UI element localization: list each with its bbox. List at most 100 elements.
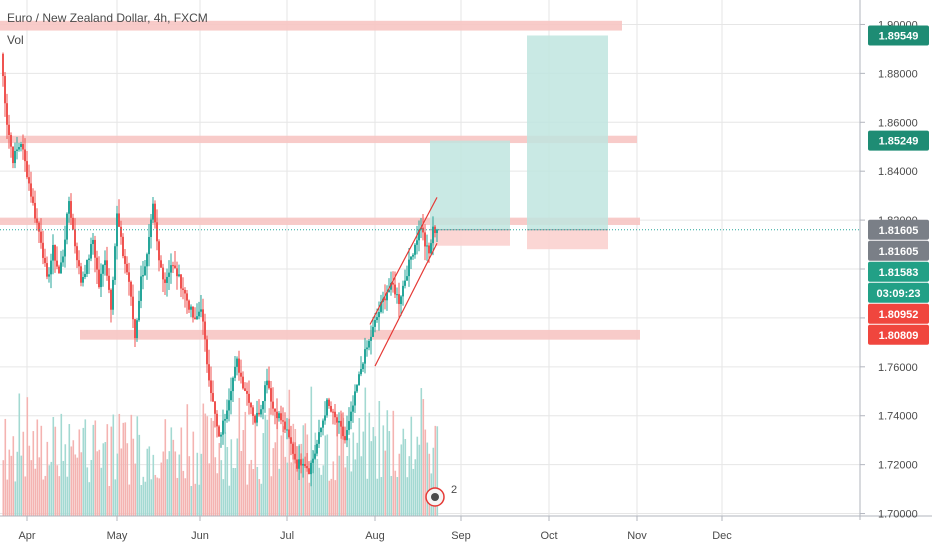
candle-body bbox=[364, 349, 366, 364]
volume-bar bbox=[84, 419, 87, 516]
price-axis[interactable]: 1.700001.720001.740001.760001.780001.800… bbox=[860, 19, 918, 521]
candle-body bbox=[378, 311, 380, 318]
volume-bar bbox=[206, 416, 209, 516]
candle-body bbox=[4, 76, 6, 104]
profit-target-box[interactable] bbox=[430, 140, 510, 230]
candle-body bbox=[44, 257, 46, 264]
candle-body bbox=[374, 320, 376, 327]
candle-body bbox=[264, 385, 266, 402]
candle-body bbox=[220, 434, 222, 437]
volume-bar bbox=[330, 478, 333, 516]
candle-body bbox=[160, 260, 162, 268]
candle-body bbox=[398, 294, 400, 305]
price-badge bbox=[868, 303, 929, 324]
volume-bar bbox=[382, 425, 385, 516]
volume-bar bbox=[10, 455, 13, 516]
volume-bar bbox=[28, 445, 31, 516]
volume-bar bbox=[78, 429, 81, 516]
candle-body bbox=[276, 411, 278, 419]
candle-body bbox=[216, 413, 218, 427]
candle-body bbox=[360, 369, 362, 375]
drawing-indicator[interactable]: 2 bbox=[425, 484, 457, 507]
volume-bar bbox=[372, 427, 375, 516]
candle-body bbox=[38, 222, 40, 232]
candle-body bbox=[318, 432, 320, 444]
candle-body bbox=[414, 244, 416, 255]
sr-zone[interactable] bbox=[80, 329, 640, 340]
volume-bar bbox=[122, 422, 125, 516]
volume-bar bbox=[272, 448, 275, 516]
volume-bar bbox=[296, 460, 299, 516]
candle-body bbox=[174, 265, 176, 269]
volume-bar bbox=[378, 401, 381, 516]
price-badge-label: 1.81605 bbox=[879, 246, 919, 258]
sr-zone[interactable] bbox=[0, 217, 640, 225]
candle-body bbox=[240, 372, 242, 377]
volume-bar bbox=[290, 462, 293, 516]
candle-body bbox=[16, 149, 18, 151]
position-tools[interactable] bbox=[430, 35, 608, 250]
price-badge-label: 1.85249 bbox=[879, 136, 919, 148]
candle-body bbox=[272, 401, 274, 409]
volume-bar bbox=[244, 411, 247, 516]
stop-loss-box[interactable] bbox=[430, 229, 510, 246]
volume-bar bbox=[188, 456, 191, 516]
candle-body bbox=[198, 311, 200, 317]
volume-bar bbox=[364, 387, 367, 516]
candlestick-series bbox=[2, 52, 438, 487]
candle-body bbox=[224, 418, 226, 421]
volume-bar bbox=[434, 425, 437, 516]
candle-body bbox=[328, 399, 330, 406]
volume-bar bbox=[388, 431, 391, 516]
volume-bar bbox=[184, 478, 187, 516]
support-resistance-zones[interactable] bbox=[0, 20, 640, 340]
volume-bar bbox=[104, 442, 107, 516]
candle-body bbox=[384, 298, 386, 301]
volume-bar bbox=[418, 444, 421, 516]
candle-body bbox=[342, 426, 344, 437]
volume-bar bbox=[34, 468, 37, 516]
volume-label[interactable]: Vol bbox=[7, 33, 24, 47]
volume-bar bbox=[96, 451, 99, 516]
volume-bar bbox=[264, 414, 267, 516]
time-tick-label: Apr bbox=[18, 530, 35, 542]
symbol-title[interactable]: Euro / New Zealand Dollar, 4h, FXCM bbox=[7, 11, 208, 25]
candle-body bbox=[104, 260, 106, 266]
volume-bar bbox=[72, 440, 75, 516]
candle-body bbox=[338, 420, 340, 423]
candle-body bbox=[114, 246, 116, 280]
sr-zone[interactable] bbox=[0, 135, 637, 144]
volume-bar bbox=[186, 404, 189, 516]
candle-body bbox=[436, 229, 438, 234]
candle-body bbox=[202, 309, 204, 322]
candle-body bbox=[78, 260, 80, 267]
channel-line[interactable] bbox=[369, 197, 438, 325]
volume-bar bbox=[16, 451, 19, 516]
volume-bar bbox=[38, 457, 41, 516]
sr-zone[interactable] bbox=[0, 20, 622, 31]
time-axis[interactable]: Apr May Jun Jul Aug Sep Oct Nov Dec bbox=[18, 516, 732, 542]
candle-body bbox=[356, 385, 358, 392]
profit-target-box[interactable] bbox=[527, 35, 608, 230]
candle-body bbox=[168, 272, 170, 277]
volume-bar bbox=[170, 427, 173, 516]
candle-body bbox=[270, 388, 272, 402]
volume-bar bbox=[436, 426, 439, 516]
time-tick-label: Oct bbox=[540, 530, 557, 542]
trend-channel[interactable] bbox=[369, 197, 438, 367]
volume-bar bbox=[4, 418, 7, 516]
volume-bar bbox=[116, 453, 119, 516]
candle-body bbox=[84, 273, 86, 277]
volume-bar bbox=[74, 454, 77, 516]
volume-bar bbox=[146, 448, 149, 516]
volume-bar bbox=[432, 447, 435, 516]
candle-body bbox=[392, 282, 394, 285]
candle-body bbox=[250, 402, 252, 408]
volume-bar bbox=[132, 438, 135, 516]
stop-loss-box[interactable] bbox=[527, 229, 608, 250]
channel-line[interactable] bbox=[374, 243, 438, 367]
candle-body bbox=[214, 401, 216, 414]
candle-body bbox=[90, 244, 92, 259]
